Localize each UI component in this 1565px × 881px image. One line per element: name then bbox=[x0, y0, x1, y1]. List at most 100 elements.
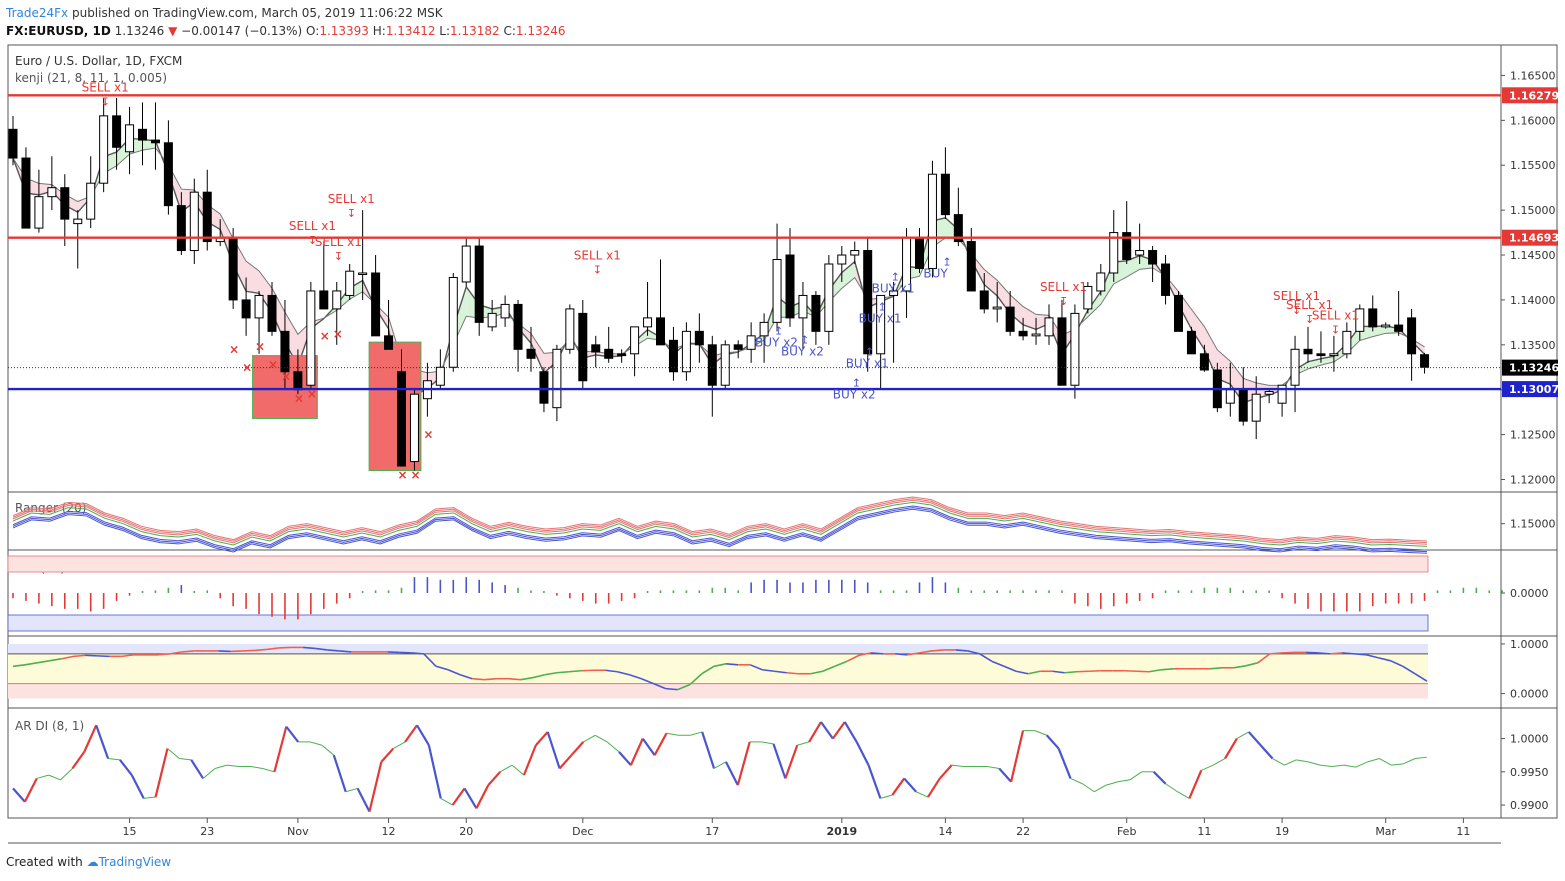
ardi-line-segment bbox=[1415, 756, 1428, 760]
kenji-cloud-segment bbox=[1191, 309, 1205, 350]
ardi-line-segment bbox=[987, 765, 1000, 769]
tdi-line-segment bbox=[1366, 654, 1379, 659]
tdi-line-segment bbox=[49, 658, 62, 662]
ardi-line-segment bbox=[440, 797, 453, 806]
candle-body bbox=[1122, 232, 1132, 261]
time-axis[interactable]: 15 23 Nov 12 20 Dec 17 2019 14 22 Feb 11 19 Mar 11 bbox=[123, 818, 1471, 838]
candle-body bbox=[759, 321, 769, 337]
buy-signal-label: BUY x2 bbox=[755, 336, 798, 350]
price-tick-label: 1.15000 bbox=[1510, 204, 1556, 217]
quote-line: FX:EURUSD, 1D 1.13246 ▼ −0.00147 (−0.13%… bbox=[6, 22, 566, 40]
ardi-line-segment bbox=[36, 774, 49, 779]
ardi-line-segment bbox=[1188, 770, 1203, 799]
candle-body bbox=[293, 371, 303, 391]
ardi-line-segment bbox=[321, 744, 335, 756]
ranger-pane[interactable]: Ranger (20)1.15000 bbox=[12, 496, 1556, 554]
msi-pane[interactable]: MSI (10)0.0000 bbox=[7, 555, 1549, 632]
ardi-line-segment bbox=[606, 741, 620, 753]
price-tick-label: 1.14000 bbox=[1510, 294, 1556, 307]
candle-body bbox=[1096, 272, 1106, 292]
tdi-lower-band bbox=[8, 683, 1428, 699]
candle-body bbox=[384, 335, 394, 350]
ardi-line-segment bbox=[1331, 764, 1344, 767]
tdi-line-segment bbox=[302, 646, 316, 650]
exit-marker-icon: × bbox=[294, 392, 304, 406]
tdi-line-segment bbox=[472, 677, 485, 681]
tdi-line-segment bbox=[556, 670, 569, 674]
time-tick-label: 23 bbox=[200, 825, 214, 838]
candle-body bbox=[1018, 330, 1028, 337]
buy-arrow-icon: ↥ bbox=[891, 271, 900, 284]
ardi-line-segment bbox=[724, 761, 739, 786]
candle-body bbox=[656, 317, 665, 346]
low-label: L: bbox=[439, 24, 451, 38]
sell-arrow-icon: ↧ bbox=[334, 250, 343, 263]
tdi-line-segment bbox=[315, 647, 328, 651]
tdi-line-segment bbox=[484, 677, 497, 681]
ardi-line-segment bbox=[690, 731, 703, 736]
ardi-line-segment bbox=[1045, 734, 1060, 750]
candle-body bbox=[1161, 263, 1171, 296]
candle-body bbox=[461, 245, 471, 283]
sell-signal-label: SELL x1 bbox=[1286, 298, 1333, 312]
ardi-line-segment bbox=[831, 721, 846, 740]
candle-body bbox=[397, 371, 406, 467]
kenji-indicator-label: kenji (21, 8, 11, 1, 0.005) bbox=[15, 71, 167, 85]
tdi-line-segment bbox=[653, 682, 666, 690]
ardi-line-segment bbox=[463, 787, 478, 809]
ardi-line-segment bbox=[1117, 779, 1131, 783]
ranger-band-line bbox=[12, 505, 1428, 551]
publisher-name[interactable]: Trade24Fx bbox=[6, 6, 69, 20]
candle-body bbox=[785, 254, 795, 319]
ardi-line-segment bbox=[583, 734, 596, 743]
tdi-line-segment bbox=[846, 654, 860, 663]
close-value: 1.13246 bbox=[515, 24, 566, 38]
price-pane[interactable]: Euro / U.S. Dollar, 1D, FXCM kenji (21, 8… bbox=[8, 54, 1559, 487]
msi-tick-label: 0.0000 bbox=[1510, 587, 1549, 600]
ardi-line-segment bbox=[108, 758, 120, 761]
ardi-line-segment bbox=[451, 787, 466, 806]
candle-body bbox=[591, 344, 601, 353]
ardi-line-segment bbox=[487, 771, 501, 786]
ardi-line-segment bbox=[190, 759, 205, 780]
ardi-line-segment bbox=[1165, 783, 1178, 793]
time-tick-label: 17 bbox=[705, 825, 719, 838]
ardi-tick-label: 0.9900 bbox=[1510, 799, 1549, 812]
ardi-line-segment bbox=[380, 747, 395, 763]
chart-frame bbox=[7, 44, 1558, 819]
candle-body bbox=[1277, 384, 1287, 404]
buy-arrow-icon: ↥ bbox=[865, 345, 874, 358]
ardi-line-segment bbox=[250, 765, 263, 769]
buy-arrow-icon: ↥ bbox=[942, 255, 951, 268]
sell-arrow-icon: ↧ bbox=[1331, 324, 1340, 337]
candle-body bbox=[176, 205, 186, 252]
tdi-line-segment bbox=[919, 650, 932, 654]
candle-body bbox=[513, 303, 523, 350]
candle-body bbox=[306, 290, 316, 386]
ardi-line-segment bbox=[273, 726, 288, 773]
candle-body bbox=[953, 214, 963, 243]
tradingview-link[interactable]: TradingView bbox=[98, 855, 172, 869]
candle-body bbox=[280, 330, 290, 373]
ardi-line-segment bbox=[262, 768, 275, 773]
candle-body bbox=[1174, 294, 1183, 332]
ardi-line-segment bbox=[1201, 764, 1214, 771]
ardi-line-segment bbox=[1259, 744, 1274, 760]
exit-marker-icon: × bbox=[255, 340, 265, 354]
ardi-pane[interactable]: AR DI (8, 1) 1.0000 0.9950 0.9900 bbox=[12, 719, 1549, 813]
tdi-line-segment bbox=[544, 671, 557, 676]
candle-body bbox=[604, 348, 614, 359]
ardi-line-segment bbox=[226, 764, 239, 767]
price-tick-label: 1.14500 bbox=[1510, 249, 1556, 262]
price-tick-label: 1.16500 bbox=[1510, 69, 1556, 82]
tdi-line-segment bbox=[121, 654, 134, 658]
time-tick-label: 20 bbox=[459, 825, 473, 838]
created-with: Created with bbox=[6, 855, 83, 869]
ardi-line-segment bbox=[927, 777, 941, 798]
sell-signal-label: SELL x1 bbox=[289, 219, 336, 233]
high-label: H: bbox=[372, 24, 386, 38]
tdi-line-segment bbox=[411, 652, 424, 655]
ardi-line-segment bbox=[511, 764, 525, 776]
